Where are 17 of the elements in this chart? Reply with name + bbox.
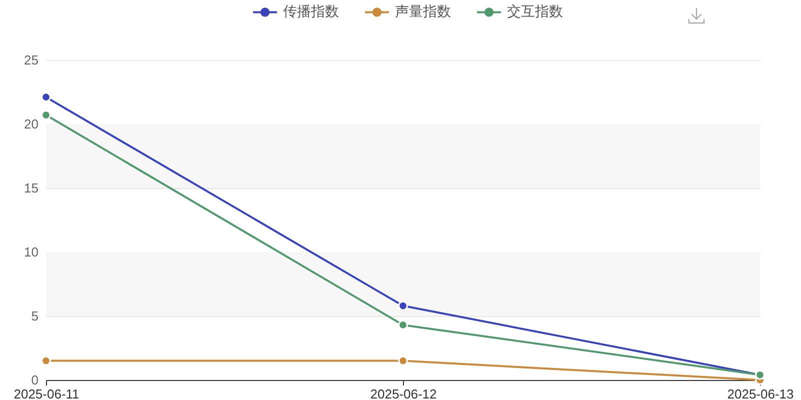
y-tick-label: 15: [24, 180, 38, 196]
point: [398, 356, 408, 366]
y-tick-label: 5: [31, 308, 38, 324]
legend-label: 传播指数: [283, 3, 339, 20]
legend-label: 声量指数: [395, 3, 451, 20]
point: [398, 300, 408, 311]
legend-label: 交互指数: [507, 3, 563, 20]
y-tick-label: 25: [24, 52, 38, 68]
point: [41, 356, 51, 366]
x-tick-label: 2025-06-13: [727, 386, 794, 400]
point: [398, 320, 408, 330]
x-tick-label: 2025-06-12: [370, 386, 437, 400]
y-tick-label: 0: [31, 372, 38, 388]
y-tick-label: 10: [24, 244, 38, 260]
y-tick-label: 20: [24, 116, 38, 132]
x-tick-label: 2025-06-11: [14, 386, 80, 400]
point: [41, 110, 51, 120]
